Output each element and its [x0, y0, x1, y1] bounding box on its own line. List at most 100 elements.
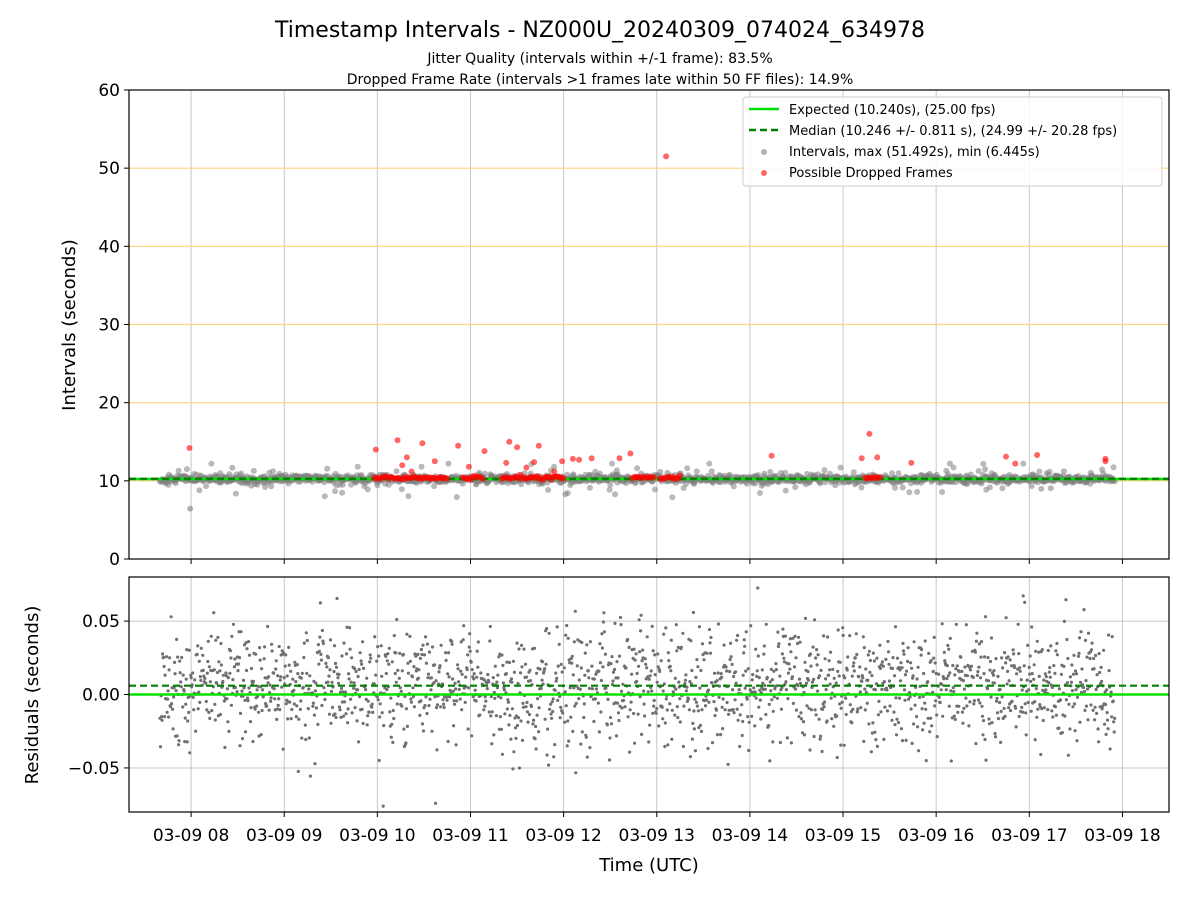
residual-point	[1023, 600, 1027, 605]
residual-point	[746, 667, 750, 671]
residual-point	[276, 703, 280, 708]
residual-point	[633, 741, 637, 745]
residual-point	[794, 708, 799, 712]
residual-point	[658, 669, 662, 674]
residual-point	[559, 662, 563, 667]
residual-point	[553, 688, 557, 692]
residual-point	[755, 669, 759, 673]
residual-point	[794, 656, 798, 660]
residual-point	[160, 718, 164, 722]
residual-point	[282, 676, 286, 680]
residual-point	[853, 656, 857, 660]
x-tick-label: 03-09 11	[432, 826, 508, 846]
residual-point	[945, 664, 949, 668]
residual-point	[336, 681, 341, 685]
residual-point	[463, 700, 467, 705]
interval-point	[203, 483, 209, 490]
interval-point	[634, 465, 641, 472]
residual-point	[822, 634, 826, 638]
residual-point	[588, 746, 592, 750]
residual-point	[916, 725, 920, 729]
residual-point	[243, 698, 247, 702]
residual-point	[651, 711, 655, 715]
residual-point	[667, 659, 671, 663]
residual-point	[641, 648, 645, 652]
residual-point	[434, 679, 438, 683]
residual-point	[558, 716, 562, 720]
residual-point	[722, 643, 726, 647]
residual-point	[348, 647, 352, 651]
residual-point	[393, 671, 397, 676]
residual-point	[190, 683, 194, 687]
interval-point	[229, 464, 236, 471]
residual-point	[1012, 652, 1016, 656]
residual-point	[817, 717, 821, 721]
residual-point	[286, 717, 290, 721]
residual-point	[563, 690, 567, 694]
interval-point	[354, 463, 361, 470]
residual-point	[618, 615, 623, 620]
residual-point	[645, 666, 649, 670]
residual-point	[587, 676, 591, 680]
residual-point	[836, 669, 840, 674]
residual-point	[519, 643, 524, 648]
dropped-frame-point	[858, 455, 865, 462]
residual-point	[825, 719, 829, 723]
residual-point	[554, 671, 558, 675]
residual-point	[703, 704, 708, 708]
residual-point	[296, 769, 300, 774]
residual-point	[784, 680, 788, 684]
residual-point	[719, 672, 723, 676]
residual-point	[690, 668, 694, 673]
residual-point	[1028, 654, 1032, 658]
residual-point	[681, 631, 685, 635]
residual-point	[439, 643, 443, 647]
interval-point	[889, 470, 895, 477]
residual-point	[872, 659, 877, 663]
interval-point	[906, 489, 913, 496]
residual-point	[952, 690, 956, 694]
residual-point	[664, 626, 668, 630]
residual-point	[735, 638, 739, 642]
interval-point	[339, 481, 346, 488]
residual-point	[330, 680, 334, 684]
residual-point	[283, 664, 287, 668]
residual-point	[1082, 608, 1086, 612]
residual-point	[808, 652, 813, 656]
residual-point	[885, 709, 890, 713]
residual-point	[637, 618, 641, 622]
residual-point	[837, 674, 841, 678]
residual-point	[661, 717, 665, 721]
residual-point	[635, 671, 639, 676]
residual-point	[862, 739, 866, 744]
residual-point	[904, 738, 908, 743]
residual-point	[301, 685, 305, 689]
residual-point	[520, 665, 524, 669]
residual-point	[509, 737, 513, 741]
residual-point	[596, 701, 601, 705]
residual-point	[650, 624, 654, 629]
residual-point	[886, 650, 891, 654]
residual-point	[556, 664, 560, 668]
residual-point	[230, 634, 234, 639]
residual-point	[828, 668, 832, 672]
residual-point	[814, 713, 818, 717]
residual-point	[590, 687, 595, 691]
residual-point	[967, 724, 971, 728]
residual-point	[1093, 718, 1097, 722]
residual-point	[255, 704, 259, 708]
interval-point	[782, 487, 789, 494]
dropped-frame-point	[569, 455, 576, 462]
residual-point	[258, 658, 262, 662]
residual-point	[615, 701, 620, 705]
residual-point	[158, 745, 163, 749]
residual-point	[1048, 675, 1052, 679]
residual-point	[1071, 705, 1075, 709]
residual-point	[692, 709, 696, 713]
residual-point	[802, 733, 807, 737]
residual-point	[327, 712, 332, 716]
residual-point	[552, 755, 556, 759]
residual-point	[1090, 641, 1094, 645]
residual-point	[326, 680, 330, 684]
residual-point	[295, 663, 299, 667]
